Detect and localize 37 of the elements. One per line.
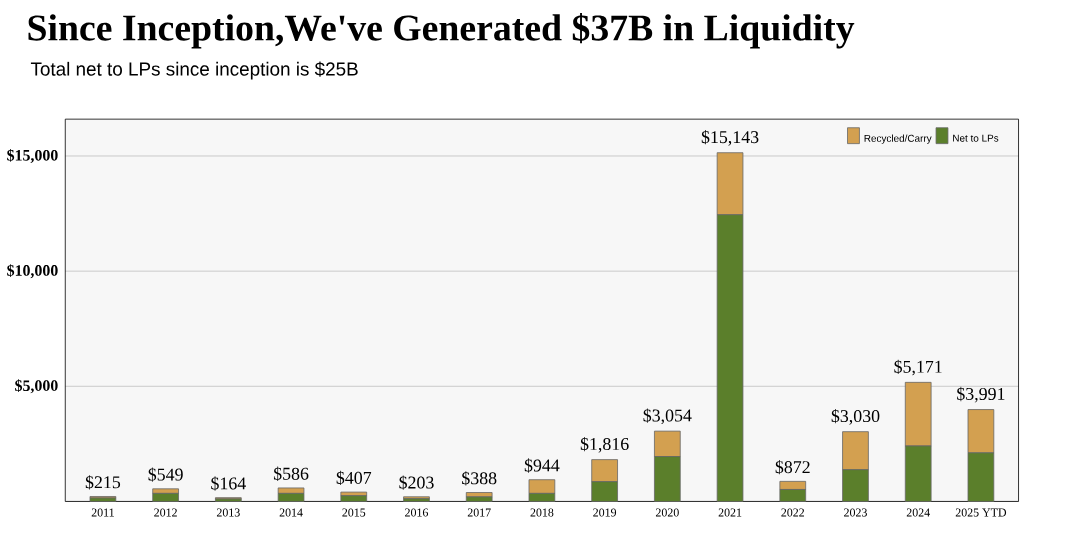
total-label: $407 bbox=[336, 470, 372, 486]
x-tick-label: 2016 bbox=[405, 508, 429, 517]
total-label: $3,991 bbox=[957, 386, 1005, 403]
x-tick-label: 2018 bbox=[530, 508, 554, 517]
total-label: $872 bbox=[775, 459, 810, 475]
total-label: $215 bbox=[85, 475, 121, 490]
x-tick-label: 2014 bbox=[279, 508, 303, 517]
y-tick-label: $15,000 bbox=[7, 148, 58, 163]
legend-label: Recycled/Carry bbox=[864, 134, 932, 144]
total-label: $3,054 bbox=[643, 408, 692, 425]
total-label: $164 bbox=[211, 476, 246, 491]
total-label: $586 bbox=[273, 466, 309, 481]
total-label: $1,816 bbox=[580, 436, 629, 453]
total-label: $203 bbox=[399, 475, 434, 490]
x-tick-label: 2024 bbox=[906, 508, 930, 517]
total-label: $5,171 bbox=[894, 359, 942, 376]
total-label: $388 bbox=[462, 471, 497, 486]
total-label: $549 bbox=[148, 467, 183, 482]
x-tick-label: 2019 bbox=[593, 508, 617, 517]
x-tick-label: 2012 bbox=[154, 508, 177, 517]
x-tick-label: 2021 bbox=[718, 508, 742, 517]
chart-subtitle: Total net to LPs since inception is $25B bbox=[30, 61, 358, 80]
x-tick-label: 2022 bbox=[781, 508, 805, 517]
legend-label: Net to LPs bbox=[953, 134, 999, 142]
x-tick-label: 2023 bbox=[844, 508, 867, 517]
x-tick-label: 2017 bbox=[467, 508, 491, 517]
y-tick-label: $5,000 bbox=[15, 379, 58, 394]
total-label: $15,143 bbox=[701, 129, 759, 146]
chart-title: Since Inception,We've Generated $37B in Liquidity bbox=[28, 12, 855, 49]
total-label: $944 bbox=[524, 458, 560, 473]
x-tick-label: 2013 bbox=[216, 508, 240, 517]
x-tick-label: 2011 bbox=[91, 508, 114, 517]
x-tick-label: 2025 YTD bbox=[955, 508, 1007, 517]
x-tick-label: 2020 bbox=[655, 508, 679, 517]
y-tick-label: $10,000 bbox=[7, 264, 58, 279]
x-tick-label: 2015 bbox=[342, 508, 366, 517]
total-label: $3,030 bbox=[831, 408, 880, 425]
